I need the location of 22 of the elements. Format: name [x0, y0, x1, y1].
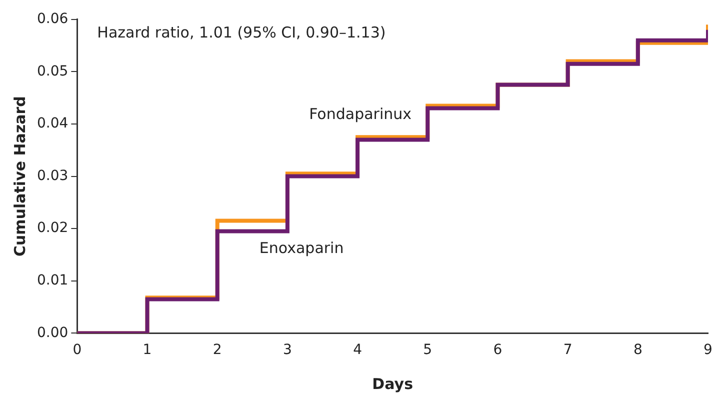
y-tick-label: 0.02	[37, 220, 68, 236]
x-tick-label: 9	[704, 342, 712, 358]
y-tick-label: 0.05	[37, 63, 68, 80]
x-tick-label: 2	[212, 342, 222, 358]
x-tick-label: 1	[142, 342, 152, 358]
annotation: Hazard ratio, 1.01 (95% CI, 0.90–1.13)	[97, 23, 386, 42]
x-tick-label: 8	[633, 342, 642, 358]
y-tick-label: 0.00	[37, 324, 68, 341]
x-tick-label: 3	[282, 342, 292, 358]
x-tick-label: 4	[353, 342, 362, 358]
y-tick-label: 0.03	[37, 168, 68, 184]
y-tick-label: 0.06	[37, 11, 68, 28]
y-tick-label: 0.04	[37, 116, 68, 132]
y-tick-label: 0.01	[37, 272, 68, 289]
x-tick-label: 0	[72, 342, 82, 358]
y-axis-title: Cumulative Hazard	[10, 96, 29, 257]
x-axis-title: Days	[372, 374, 414, 393]
x-tick-label: 7	[563, 342, 572, 358]
x-tick-label: 6	[493, 342, 502, 358]
series-label: Enoxaparin	[259, 239, 344, 258]
x-tick-label: 5	[423, 342, 432, 358]
series-label: Fondaparinux	[309, 104, 412, 123]
